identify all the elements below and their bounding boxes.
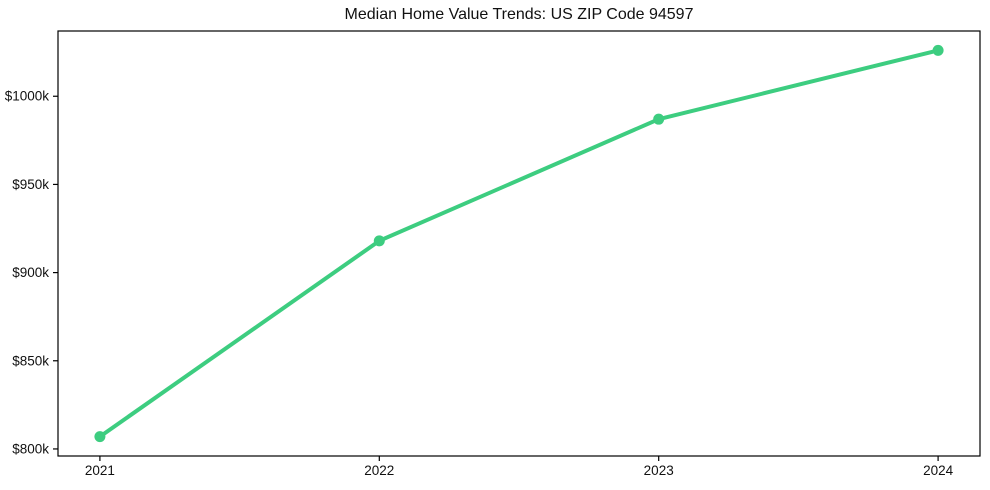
y-tick-label: $950k (12, 177, 49, 192)
trend-line (97, 48, 941, 439)
data-point-marker (94, 431, 106, 443)
data-point-marker (373, 235, 385, 247)
y-tick-label: $900k (12, 265, 49, 280)
x-tick-label: 2021 (85, 463, 115, 478)
y-tick-label: $1000k (5, 89, 50, 104)
x-tick-label: 2024 (923, 463, 954, 478)
chart-title: Median Home Value Trends: US ZIP Code 94… (344, 6, 694, 23)
x-tick-label: 2022 (364, 463, 394, 478)
data-point-marker (653, 113, 665, 125)
y-tick-label: $850k (12, 353, 49, 368)
plot-border (57, 30, 981, 457)
data-point-marker (932, 44, 944, 56)
x-tick-label: 2023 (644, 463, 674, 478)
y-tick-label: $800k (12, 441, 49, 456)
